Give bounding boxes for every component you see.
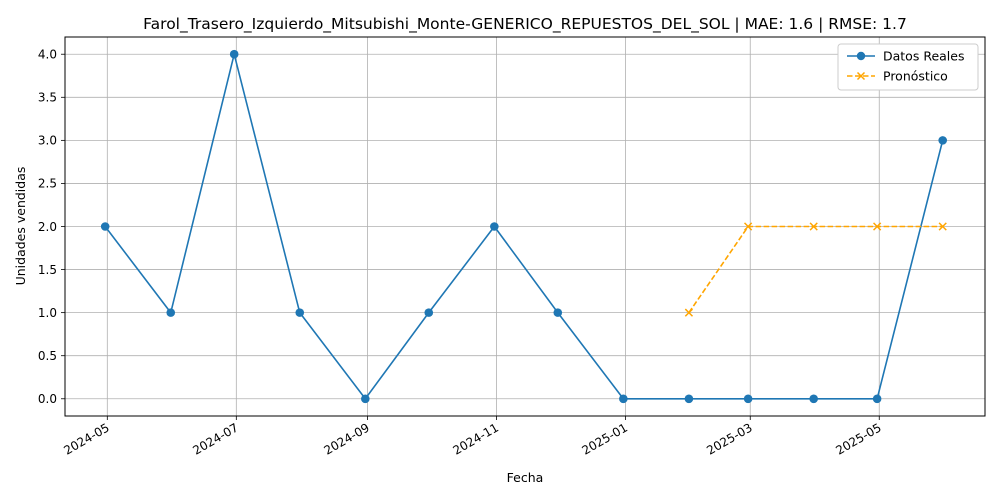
- y-tick-label: 1.0: [38, 306, 57, 320]
- y-tick-label: 0.5: [38, 349, 57, 363]
- data-point-actual: [938, 136, 948, 145]
- data-point-actual: [553, 308, 563, 317]
- y-axis-ticks: 0.0 0.5 1.0 1.5 2.0 2.5 3.0 3.5 4.0: [38, 48, 65, 406]
- x-tick-label: 2025-05: [833, 420, 883, 457]
- legend: Datos Reales Pronóstico: [837, 43, 979, 91]
- x-tick-label: 2024-05: [61, 420, 111, 457]
- data-point-forecast: [743, 222, 753, 231]
- data-point-actual: [619, 394, 628, 404]
- data-point-actual: [684, 394, 694, 404]
- y-axis-label: Unidades vendidas: [13, 167, 28, 286]
- data-point-actual: [295, 308, 305, 317]
- x-tick-label: 2025-03: [704, 420, 754, 457]
- legend-label-actual: Datos Reales: [883, 49, 964, 64]
- data-point-forecast: [809, 222, 818, 231]
- y-tick-label: 1.5: [38, 263, 57, 277]
- x-tick-label: 2024-11: [451, 420, 501, 457]
- y-tick-label: 0.0: [38, 392, 57, 406]
- y-tick-label: 2.5: [38, 177, 57, 191]
- data-point-forecast: [938, 222, 947, 231]
- data-point-actual: [229, 49, 239, 59]
- x-tick-label: 2024-07: [190, 420, 240, 457]
- data-point-actual: [490, 222, 499, 231]
- y-tick-label: 4.0: [38, 48, 57, 62]
- series-layer: [100, 49, 948, 404]
- legend-marker-forecast: [856, 71, 866, 81]
- data-point-actual: [809, 394, 818, 404]
- y-tick-label: 3.0: [38, 134, 57, 148]
- legend-marker-actual: [856, 51, 866, 61]
- data-point-actual: [424, 308, 434, 317]
- legend-label-forecast: Pronóstico: [883, 69, 948, 84]
- data-point-forecast: [684, 308, 694, 317]
- grid: [65, 37, 985, 416]
- data-point-actual: [743, 394, 753, 404]
- data-point-actual: [872, 394, 882, 404]
- data-point-forecast: [873, 222, 882, 231]
- y-tick-label: 2.0: [38, 220, 57, 234]
- x-tick-label: 2025-01: [580, 420, 630, 457]
- series-line-actual: [104, 54, 944, 401]
- data-point-actual: [361, 394, 370, 404]
- x-axis-label: Fecha: [507, 470, 544, 485]
- data-point-actual: [166, 308, 176, 317]
- y-tick-label: 3.5: [38, 91, 57, 105]
- x-axis-ticks: 2024-05 2024-07 2024-09 2024-11 2025-01 2025-…: [61, 416, 884, 458]
- x-tick-label: 2024-09: [322, 420, 372, 457]
- plot-frame: [64, 36, 986, 417]
- data-point-actual: [100, 222, 110, 231]
- chart-title: Farol_Trasero_Izquierdo_Mitsubishi_Monte…: [143, 15, 907, 34]
